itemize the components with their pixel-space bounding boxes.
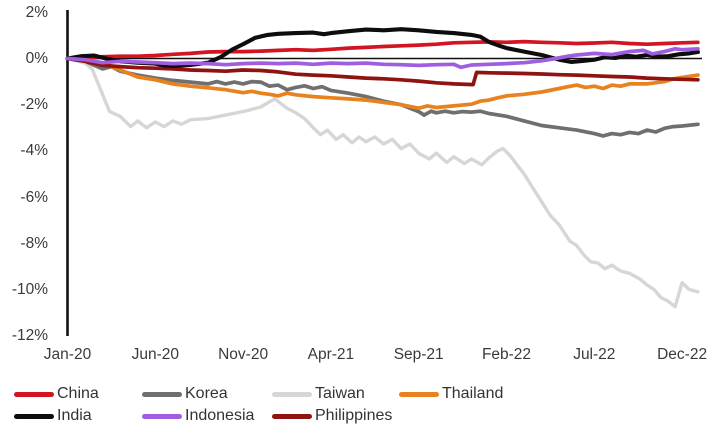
legend-item-taiwan: Taiwan — [272, 384, 365, 404]
x-tick-label: Dec-22 — [657, 346, 708, 363]
legend-label: Philippines — [315, 407, 393, 424]
series-line-thailand — [65, 56, 700, 111]
legend-item-thailand: Thailand — [399, 384, 503, 404]
legend-swatch-korea — [142, 391, 182, 397]
legend-swatch-philippines — [272, 413, 312, 419]
legend-item-philippines: Philippines — [272, 406, 392, 426]
legend-label: India — [57, 407, 92, 424]
legend-swatch-taiwan — [272, 391, 312, 397]
legend-label: Indonesia — [185, 407, 255, 424]
y-tick-label: 0% — [25, 50, 48, 67]
legend-label: China — [57, 385, 99, 402]
x-tick-label: Sep-21 — [393, 346, 444, 363]
x-tick-label: Apr-21 — [307, 346, 355, 363]
legend-swatch-china — [14, 391, 54, 397]
y-tick-label: -12% — [11, 327, 48, 345]
legend-swatch-indonesia — [142, 413, 182, 419]
legend-label: Korea — [185, 385, 228, 402]
y-tick-label: -2% — [20, 96, 48, 114]
series-line-india — [65, 27, 700, 68]
x-tick-label: Jul-22 — [573, 346, 616, 363]
y-tick-label: -6% — [20, 188, 48, 206]
y-tick-label: -4% — [20, 142, 48, 160]
legend-label: Taiwan — [315, 385, 365, 402]
legend-swatch-india — [14, 413, 54, 419]
series-line-china — [65, 39, 700, 61]
series-line-taiwan — [65, 56, 700, 309]
y-tick-label: -8% — [20, 234, 48, 252]
x-tick-label: Jan-20 — [43, 346, 92, 363]
legend-item-india: India — [14, 406, 92, 426]
series-line-philippines — [65, 56, 700, 87]
legend-item-china: China — [14, 384, 99, 404]
legend-item-korea: Korea — [142, 384, 228, 404]
legend-item-indonesia: Indonesia — [142, 406, 254, 426]
series-line-indonesia — [65, 46, 700, 70]
x-tick-label: Nov-20 — [218, 346, 269, 363]
x-tick-label: Feb-22 — [481, 346, 532, 363]
line-chart-plot-area — [65, 10, 702, 336]
x-tick-label: Jun-20 — [131, 346, 179, 363]
legend-swatch-thailand — [399, 391, 439, 397]
y-tick-label: -10% — [11, 281, 48, 298]
legend-label: Thailand — [442, 385, 504, 402]
y-tick-label: 2% — [25, 3, 48, 21]
